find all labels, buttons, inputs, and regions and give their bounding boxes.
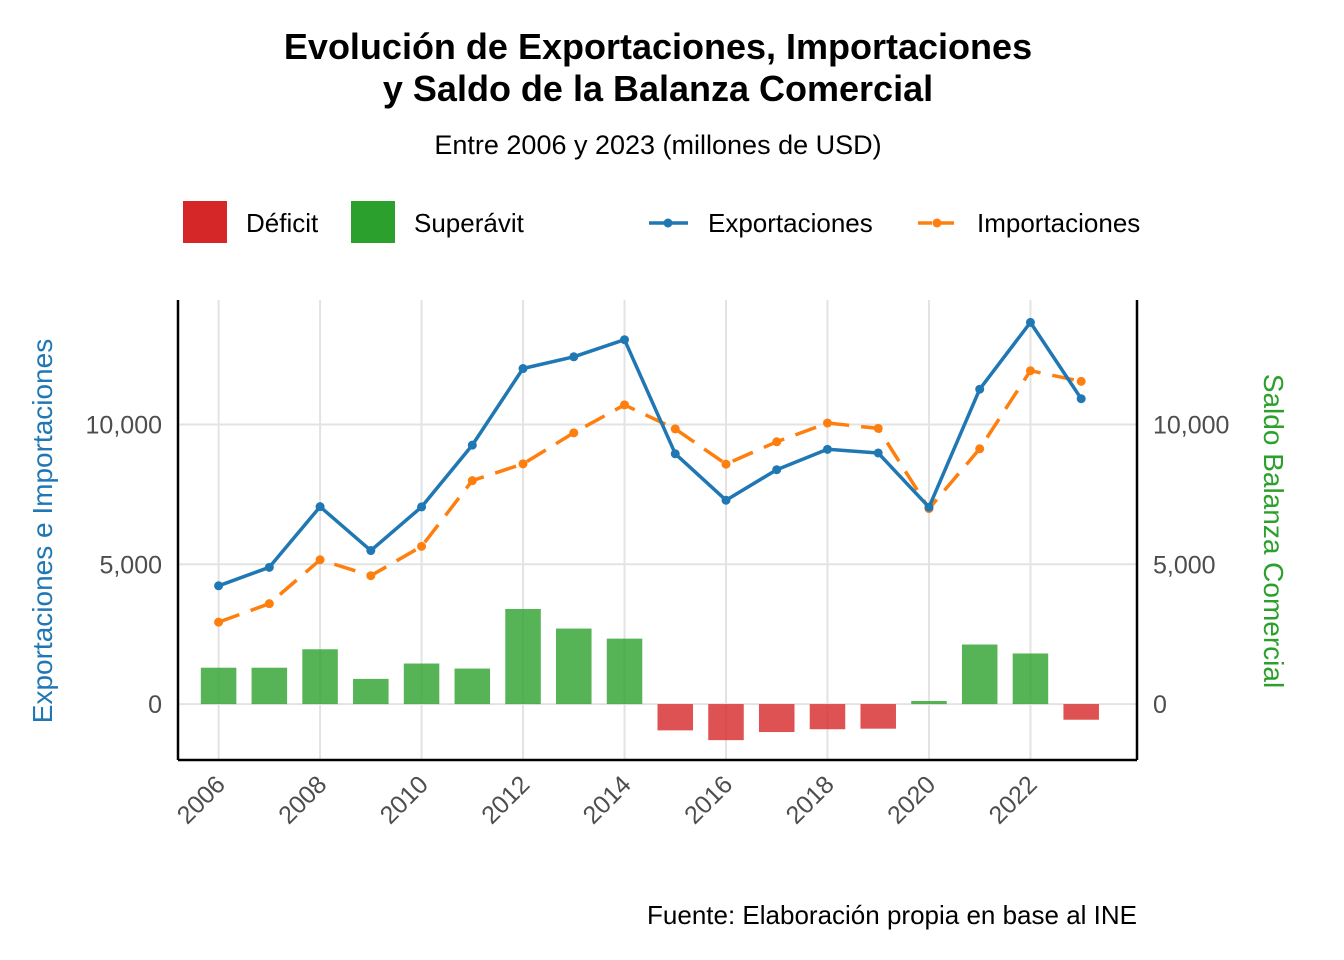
x-tick-label-2012: 2012 [476, 770, 535, 829]
legend-key-deficit [183, 201, 227, 243]
y-tick-label-right: 0 [1153, 691, 1167, 719]
point-importaciones-2012 [518, 459, 528, 469]
x-tick-label-2014: 2014 [578, 770, 637, 829]
point-exportaciones-2023 [1076, 394, 1086, 404]
bar-saldo-2023 [1063, 704, 1099, 720]
point-importaciones-2022 [1025, 366, 1035, 376]
point-exportaciones-2014 [620, 335, 630, 345]
line-exportaciones [218, 320, 1083, 588]
point-importaciones-2015 [670, 424, 680, 434]
point-exportaciones-2017 [772, 465, 782, 475]
point-exportaciones-2009 [366, 546, 376, 556]
chart-subtitle: Entre 2006 y 2023 (millones de USD) [434, 130, 882, 160]
legend: Déficit Superávit Exportaciones Importac… [183, 201, 1140, 243]
x-tick-label-2008: 2008 [273, 770, 332, 829]
chart-caption: Fuente: Elaboración propia en base al IN… [647, 900, 1137, 930]
point-exportaciones-2008 [315, 502, 325, 512]
point-exportaciones-2006 [214, 581, 224, 591]
x-tick-label-2022: 2022 [984, 770, 1043, 829]
legend-label-superavit: Superávit [414, 208, 525, 238]
x-tick-label-2006: 2006 [172, 770, 231, 829]
bar-saldo-2012 [505, 608, 541, 705]
bar-saldo-2020 [911, 700, 947, 705]
bar-saldo-2018 [809, 704, 846, 730]
y-tick-label-left: 0 [148, 691, 162, 719]
point-importaciones-2023 [1076, 376, 1086, 386]
point-importaciones-2018 [822, 418, 832, 428]
point-importaciones-2019 [873, 423, 883, 433]
y-tick-label-right: 10,000 [1153, 411, 1229, 439]
x-tick-label-2018: 2018 [781, 770, 840, 829]
bar-saldo-2009 [353, 678, 389, 705]
bar-saldo-2014 [606, 638, 643, 705]
bar-saldo-2008 [302, 649, 338, 705]
point-exportaciones-2007 [264, 562, 274, 572]
bar-saldo-2010 [403, 663, 440, 705]
point-exportaciones-2021 [975, 384, 985, 394]
bar-saldo-2011 [454, 668, 491, 705]
bar-saldo-2013 [556, 628, 592, 705]
point-exportaciones-2011 [467, 440, 477, 450]
legend-key-superavit [351, 201, 395, 243]
point-exportaciones-2015 [670, 449, 680, 459]
legend-label-importaciones: Importaciones [977, 208, 1140, 238]
point-exportaciones-2016 [721, 495, 731, 505]
y-tick-label-right: 5,000 [1153, 551, 1216, 579]
y-tick-label-left: 5,000 [99, 551, 162, 579]
point-importaciones-2014 [620, 400, 630, 410]
bar-saldo-2019 [860, 704, 896, 729]
legend-key-importaciones-point [932, 218, 942, 228]
point-exportaciones-2020 [924, 502, 934, 512]
point-exportaciones-2022 [1025, 317, 1035, 327]
chart-title-line-1: Evolución de Exportaciones, Importacione… [283, 26, 1033, 67]
point-exportaciones-2010 [417, 502, 427, 512]
point-exportaciones-2012 [518, 364, 528, 374]
bar-saldo-2016 [708, 704, 744, 741]
point-importaciones-2011 [467, 476, 477, 486]
bar-saldo-2017 [758, 704, 795, 733]
point-importaciones-2017 [772, 437, 782, 447]
bar-saldo-2006 [200, 667, 237, 705]
bar-saldo-2015 [657, 704, 694, 731]
bar-saldo-2022 [1012, 653, 1049, 705]
saldo-bars [200, 608, 1099, 741]
x-tick-label-2010: 2010 [375, 770, 434, 829]
x-tick-label-2016: 2016 [679, 770, 738, 829]
series-lines [214, 317, 1086, 627]
point-exportaciones-2019 [873, 448, 883, 458]
point-exportaciones-2018 [822, 444, 832, 454]
point-importaciones-2006 [214, 617, 224, 627]
y-tick-label-left: 10,000 [86, 411, 162, 439]
point-importaciones-2007 [264, 599, 274, 609]
legend-key-exportaciones-point [663, 218, 673, 228]
bar-saldo-2007 [251, 667, 288, 705]
x-tick-label-2020: 2020 [882, 770, 941, 829]
point-importaciones-2009 [366, 571, 376, 581]
point-importaciones-2010 [417, 541, 427, 551]
point-exportaciones-2013 [569, 352, 579, 362]
y-axis-title-right: Saldo Balanza Comercial [1258, 374, 1289, 688]
y-axis-title-left: Exportaciones e Importaciones [27, 339, 58, 723]
line-importaciones [218, 368, 1082, 624]
chart-title-line-2: y Saldo de la Balanza Comercial [382, 68, 934, 109]
legend-label-exportaciones: Exportaciones [708, 208, 873, 238]
point-importaciones-2021 [975, 444, 985, 454]
legend-label-deficit: Déficit [246, 208, 319, 238]
point-importaciones-2016 [721, 459, 731, 469]
point-importaciones-2008 [315, 555, 325, 565]
point-importaciones-2013 [569, 428, 579, 438]
bar-saldo-2021 [961, 644, 998, 705]
